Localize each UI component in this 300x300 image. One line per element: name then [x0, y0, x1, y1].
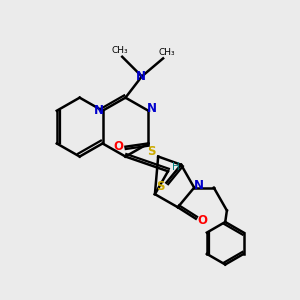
Text: N: N: [94, 104, 103, 117]
Text: H: H: [172, 162, 180, 172]
Text: N: N: [136, 70, 146, 83]
Text: N: N: [194, 179, 204, 193]
Text: CH₃: CH₃: [111, 46, 128, 56]
Text: S: S: [156, 180, 165, 193]
Text: O: O: [113, 140, 123, 153]
Text: O: O: [197, 214, 207, 227]
Text: S: S: [147, 145, 155, 158]
Text: N: N: [147, 102, 157, 115]
Text: CH₃: CH₃: [159, 48, 175, 57]
